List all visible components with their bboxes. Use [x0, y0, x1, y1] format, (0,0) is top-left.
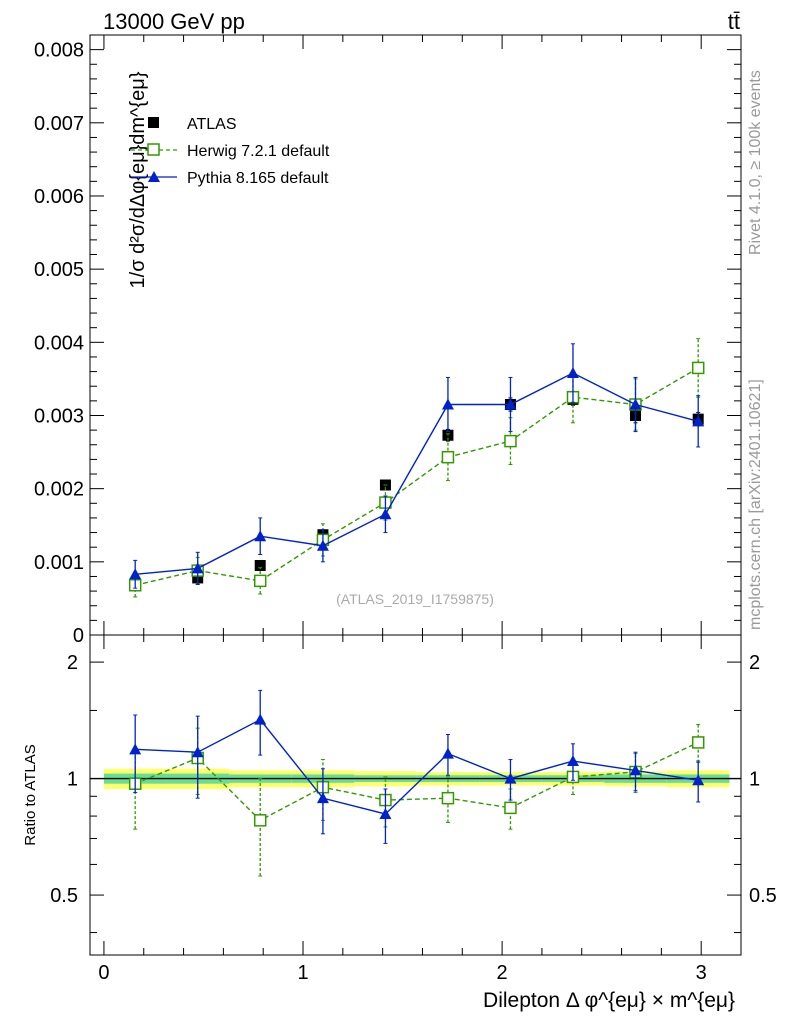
main-plot-panel: 0 0.001 0.002 0.003 0.004 0.005 0.006 0.007 0.00… — [34, 34, 742, 647]
pythia-point — [629, 398, 642, 410]
ratio-y-tick-label-right: 2 — [749, 652, 760, 674]
pythia-point — [566, 755, 579, 767]
herwig-point — [441, 791, 455, 805]
energy-label: 13000 GeV pp — [103, 9, 245, 34]
ratio-plot-panel: 0.5 0.5 1 1 2 2 0 1 2 3 Ratio to ATLAS Dilepton Δ… — [22, 634, 777, 1012]
series-herwig — [128, 338, 705, 598]
legend-label-herwig: Herwig 7.2.1 default — [187, 143, 330, 160]
herwig-point — [691, 736, 705, 749]
ratio-y-axis-title: Ratio to ATLAS — [22, 744, 39, 845]
main-y-tick-label: 0.008 — [34, 40, 84, 62]
pythia-point — [254, 713, 267, 725]
x-tick-label: 0 — [98, 962, 109, 984]
herwig-point — [691, 361, 705, 375]
x-tick-label: 2 — [497, 962, 508, 984]
herwig-point — [253, 574, 267, 588]
herwig-line — [134, 741, 699, 822]
pythia-point — [441, 398, 454, 410]
ratio-y-tick-label-left: 1 — [67, 769, 78, 791]
pythia-point — [379, 807, 392, 819]
ratio-y-tick-label-left: 0.5 — [50, 885, 78, 907]
x-axis-title: Dilepton Δ φ^{eμ} × m^{eμ} — [483, 989, 735, 1012]
mcplots-label: mcplots.cern.ch [arXiv:2401.10621] — [747, 379, 764, 630]
legend: ATLAS Herwig 7.2.1 default Pythia 8.165 … — [131, 116, 330, 187]
pythia-line — [135, 718, 699, 815]
series-pythia — [129, 689, 705, 844]
atlas-point — [254, 559, 266, 571]
pythia-point — [692, 415, 705, 427]
legend-item-pythia: Pythia 8.165 default — [131, 170, 329, 187]
main-y-tick-label: 0.001 — [34, 552, 84, 574]
series-herwig — [128, 723, 705, 877]
x-tick-label: 1 — [297, 962, 308, 984]
herwig-point — [253, 814, 267, 827]
pythia-point — [316, 792, 329, 804]
pythia-point — [379, 508, 392, 520]
legend-item-herwig: Herwig 7.2.1 default — [131, 143, 330, 160]
main-y-tick-label: 0.005 — [34, 259, 84, 281]
main-y-tick-label: 0.007 — [34, 113, 84, 135]
pythia-point — [504, 398, 517, 410]
main-y-tick-label: 0.004 — [34, 332, 84, 354]
main-y-tick-label: 0.003 — [34, 405, 84, 427]
main-y-axis-title: 1/σ d²σ/dΔφ{eμ}dm^{eμ} — [127, 71, 149, 288]
ratio-y-tick-label-right: 1 — [749, 769, 760, 791]
pythia-point — [254, 530, 267, 542]
main-y-tick-label: 0.006 — [34, 186, 84, 208]
x-tick-label: 3 — [696, 962, 707, 984]
watermark: (ATLAS_2019_I1759875) — [336, 591, 494, 607]
herwig-point — [504, 801, 517, 815]
herwig-point — [441, 450, 455, 464]
legend-label-atlas: ATLAS — [187, 116, 237, 133]
pythia-point — [692, 774, 705, 786]
pythia-point — [129, 743, 142, 755]
pythia-line — [135, 372, 699, 575]
pythia-point — [191, 746, 204, 758]
series-pythia — [129, 343, 705, 589]
main-y-tick-label: 0 — [73, 625, 84, 647]
pythia-point — [191, 562, 204, 574]
legend-item-atlas: ATLAS — [148, 116, 237, 133]
pythia-point — [504, 772, 517, 784]
pythia-point — [129, 568, 142, 580]
rivet-label: Rivet 4.1.0, ≥ 100k events — [747, 70, 764, 255]
pythia-point — [316, 539, 329, 551]
herwig-point — [504, 434, 517, 448]
herwig-line — [135, 367, 699, 586]
ratio-y-tick-label-right: 0.5 — [749, 885, 777, 907]
series-atlas — [129, 393, 704, 590]
ratio-y-tick-label-left: 2 — [67, 652, 78, 674]
pythia-point — [629, 764, 642, 776]
process-label: tt̄ — [728, 9, 740, 34]
main-y-tick-label: 0.002 — [34, 479, 84, 501]
legend-label-pythia: Pythia 8.165 default — [187, 170, 329, 187]
pythia-point — [441, 747, 454, 759]
pythia-point — [566, 367, 579, 379]
